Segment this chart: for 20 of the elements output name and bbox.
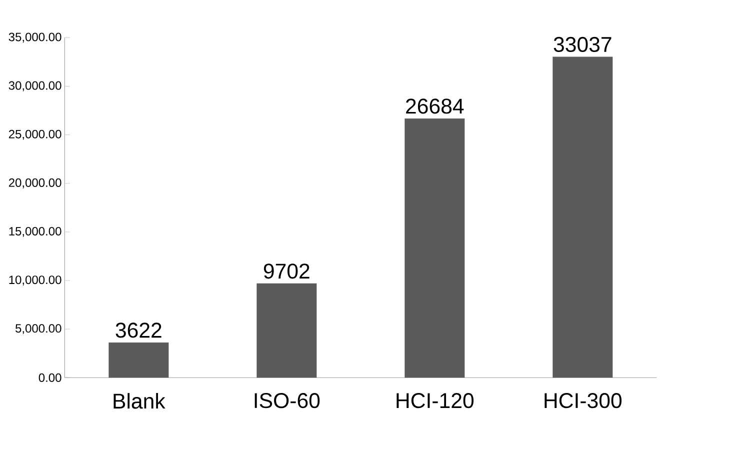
- x-tick-label: ISO-60: [254, 393, 320, 408]
- bar: [256, 283, 317, 378]
- bar: [404, 118, 465, 378]
- data-label: 26684: [406, 98, 464, 114]
- y-tick-label: 35,000.00: [8, 32, 62, 43]
- y-tick-label: 15,000.00: [9, 226, 62, 237]
- x-tick-label: HCI-300: [544, 393, 622, 408]
- y-tick-label: 5,000.00: [16, 324, 62, 334]
- y-tick-label: 10,000.00: [9, 276, 62, 286]
- y-tick-label: 25,000.00: [8, 130, 62, 140]
- x-tick-label: HCI-120: [396, 393, 474, 408]
- x-tick-label: Blank: [114, 393, 166, 409]
- data-label: 9702: [264, 264, 310, 279]
- y-tick-label: 30,000.00: [8, 81, 62, 92]
- data-label: 33037: [554, 36, 612, 52]
- bar: [108, 342, 169, 378]
- y-tick-label: 0.00: [38, 373, 62, 382]
- bar: [552, 56, 613, 378]
- y-tick-label: 20,000.00: [8, 178, 62, 188]
- data-label: 3622: [116, 322, 162, 338]
